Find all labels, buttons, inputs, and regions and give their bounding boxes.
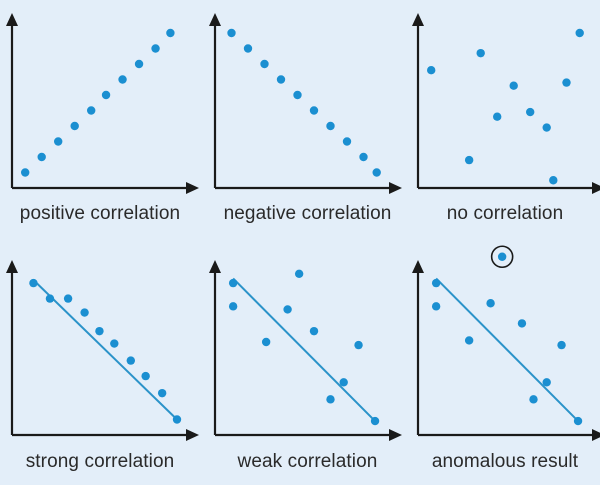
data-point [309,106,319,115]
data-point [293,90,302,100]
trend-line [232,277,376,422]
x-axis-arrowhead [186,182,199,194]
data-point [557,340,566,350]
panel-no-correlation [412,13,600,194]
y-axis-arrowhead [209,260,221,273]
data-point [227,28,236,38]
trend-line [435,277,579,422]
data-point [54,137,63,146]
data-point [172,415,182,424]
data-point [63,294,73,303]
data-point [95,326,104,336]
data-point [526,107,535,117]
data-point [228,278,238,288]
data-point [260,59,269,69]
data-point [151,44,160,53]
data-point [126,356,135,365]
x-axis-arrowhead [592,182,600,194]
caption-anomalous-result: anomalous result [431,451,579,472]
anomaly-circle [490,245,514,269]
data-point [45,294,55,303]
data-point [486,299,495,308]
data-point [372,168,381,177]
y-axis-arrowhead [209,13,221,26]
data-point [342,137,352,146]
caption-strong-correlation: strong correlation [25,451,175,472]
x-axis-arrowhead [389,429,402,441]
data-point [529,395,538,404]
data-point [464,155,474,165]
data-point [228,302,238,311]
y-axis-arrowhead [412,260,424,273]
data-point [517,319,527,328]
caption-negative-correlation: negative correlation [223,203,392,224]
data-point [542,378,551,387]
x-axis-arrowhead [389,182,402,194]
caption-positive-correlation: positive correlation [19,203,181,224]
data-point [359,152,368,162]
trend-line [32,279,178,421]
data-point [110,339,119,348]
data-point [464,336,474,345]
panel-strong-correlation [6,260,199,441]
data-point [80,308,89,317]
data-point [118,75,127,84]
data-point [575,28,584,38]
y-axis-arrowhead [412,13,424,26]
data-point [476,48,485,58]
data-point [431,278,441,288]
data-point [37,152,46,162]
data-point [141,371,150,381]
data-point [326,395,335,404]
data-point [101,90,111,100]
data-point [497,252,507,261]
data-point [354,340,363,350]
data-point [431,302,441,311]
panel-negative-correlation [209,13,402,194]
caption-weak-correlation: weak correlation [237,451,378,472]
data-point [294,269,304,278]
data-point [157,388,167,398]
x-axis-arrowhead [592,429,600,441]
data-point [573,416,583,426]
data-point [21,168,30,177]
data-point [309,326,319,336]
panel-weak-correlation [209,260,402,441]
data-point [87,106,96,115]
data-point [283,305,292,314]
data-point [549,176,558,185]
y-axis-arrowhead [6,260,18,273]
data-point [562,78,571,87]
data-point [427,66,436,75]
data-point [166,28,175,38]
data-point [326,121,335,131]
x-axis-arrowhead [186,429,199,441]
y-axis-arrowhead [6,13,18,26]
panel-positive-correlation [6,13,199,194]
data-point [339,378,348,387]
caption-no-correlation: no correlation [446,203,564,224]
data-point [542,123,551,132]
data-point [276,75,286,84]
data-point [243,44,253,53]
data-point [509,81,518,90]
data-point [370,416,380,426]
data-point [261,337,271,347]
data-point [493,112,502,121]
data-point [29,278,38,288]
data-point [70,121,79,131]
data-point [134,59,144,69]
panel-anomalous-result [412,245,600,441]
